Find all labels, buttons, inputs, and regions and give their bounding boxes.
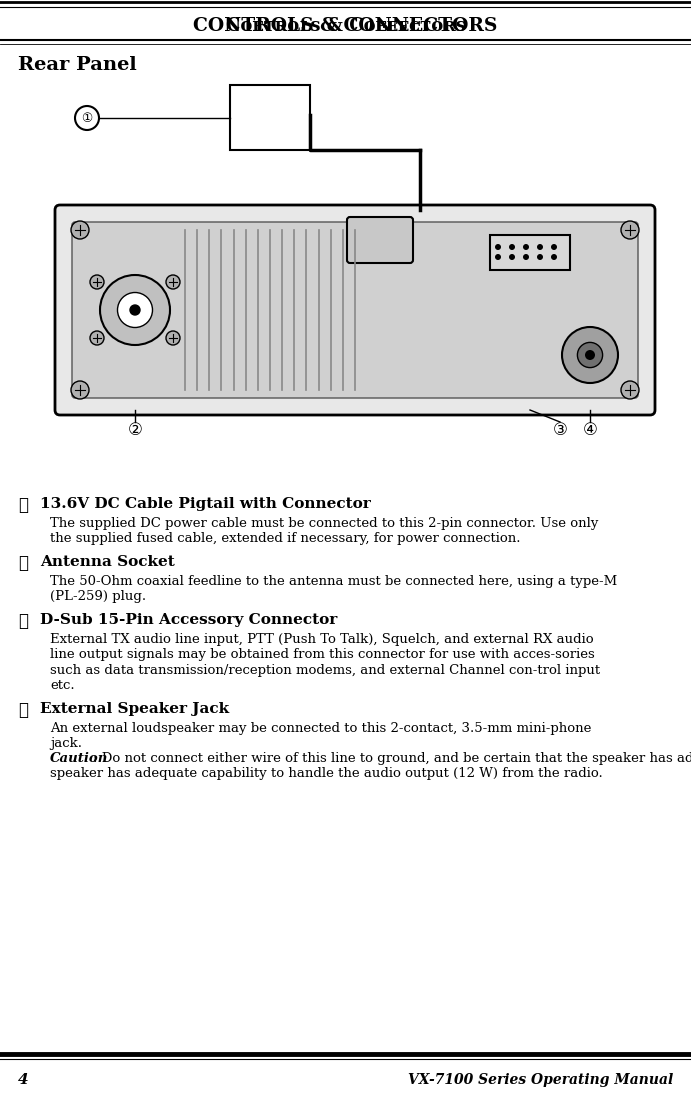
Text: line output signals may be obtained from this connector for use with acces-sorie: line output signals may be obtained from…: [50, 648, 595, 661]
Text: the supplied fused cable, extended if necessary, for power connection.: the supplied fused cable, extended if ne…: [50, 532, 520, 545]
Text: Antenna Socket: Antenna Socket: [40, 555, 175, 569]
FancyBboxPatch shape: [347, 217, 413, 263]
Text: Caution: Caution: [50, 753, 108, 766]
Circle shape: [523, 255, 529, 260]
Circle shape: [509, 255, 515, 260]
Text: etc.: etc.: [50, 679, 75, 692]
Circle shape: [130, 305, 140, 315]
Circle shape: [495, 244, 501, 250]
Circle shape: [509, 244, 515, 250]
Text: Rear Panel: Rear Panel: [18, 56, 137, 73]
Text: CONTROLS & CONNECTORS: CONTROLS & CONNECTORS: [193, 16, 498, 35]
Text: 4: 4: [18, 1073, 28, 1087]
Circle shape: [523, 244, 529, 250]
Text: ③: ③: [18, 613, 28, 631]
Text: External TX audio line input, PTT (Push To Talk), Squelch, and external RX audio: External TX audio line input, PTT (Push …: [50, 633, 594, 646]
Text: speaker has adequate capability to handle the audio output (12 W) from the radio: speaker has adequate capability to handl…: [50, 768, 603, 780]
Bar: [55, 80, 660, 460]
Circle shape: [166, 275, 180, 289]
Text: ④: ④: [18, 702, 28, 719]
Circle shape: [71, 220, 89, 239]
Circle shape: [75, 106, 99, 131]
Circle shape: [117, 293, 153, 328]
Text: ③: ③: [553, 421, 567, 439]
FancyBboxPatch shape: [55, 205, 655, 415]
Circle shape: [90, 275, 104, 289]
Circle shape: [537, 255, 543, 260]
FancyBboxPatch shape: [72, 222, 638, 398]
Text: The supplied DC power cable must be connected to this 2-pin connector. Use only: The supplied DC power cable must be conn…: [50, 517, 598, 530]
Circle shape: [551, 255, 557, 260]
Bar: [230, 84, 310, 150]
Text: VX-7100 Series Operating Manual: VX-7100 Series Operating Manual: [408, 1073, 673, 1087]
Circle shape: [495, 255, 501, 260]
Text: jack.: jack.: [50, 737, 82, 750]
Text: such as data transmission/reception modems, and external Channel con-trol input: such as data transmission/reception mode…: [50, 664, 600, 677]
Text: The 50-Ohm coaxial feedline to the antenna must be connected here, using a type-: The 50-Ohm coaxial feedline to the anten…: [50, 575, 617, 588]
Text: ②: ②: [18, 555, 28, 573]
Text: ④: ④: [583, 421, 598, 439]
Circle shape: [71, 381, 89, 399]
Circle shape: [621, 381, 639, 399]
Text: : Do not connect either wire of this line to ground, and be certain that the spe: : Do not connect either wire of this lin…: [93, 753, 691, 766]
Text: Cᴏᴇᴛʀᴏʟs & Cᴏᴇᴇᴇᴄᴛᴏʀs: Cᴏᴇᴛʀᴏʟs & Cᴏᴇᴇᴇᴄᴛᴏʀs: [225, 16, 466, 35]
Text: External Speaker Jack: External Speaker Jack: [40, 702, 229, 716]
Circle shape: [585, 350, 595, 360]
Text: ①: ①: [18, 497, 28, 514]
Bar: [490, 235, 570, 270]
Circle shape: [578, 342, 603, 367]
Circle shape: [90, 331, 104, 344]
Text: An external loudspeaker may be connected to this 2-contact, 3.5-mm mini-phone: An external loudspeaker may be connected…: [50, 722, 591, 735]
Text: 13.6V DC Cable Pigtail with Connector: 13.6V DC Cable Pigtail with Connector: [40, 497, 371, 511]
Text: ②: ②: [128, 421, 142, 439]
Circle shape: [621, 220, 639, 239]
Text: (PL-259) plug.: (PL-259) plug.: [50, 590, 146, 603]
Circle shape: [537, 244, 543, 250]
Circle shape: [562, 327, 618, 383]
Text: ①: ①: [82, 112, 93, 124]
Circle shape: [166, 331, 180, 344]
Circle shape: [551, 244, 557, 250]
Text: D-Sub 15-Pin Accessory Connector: D-Sub 15-Pin Accessory Connector: [40, 613, 337, 627]
Circle shape: [100, 275, 170, 344]
